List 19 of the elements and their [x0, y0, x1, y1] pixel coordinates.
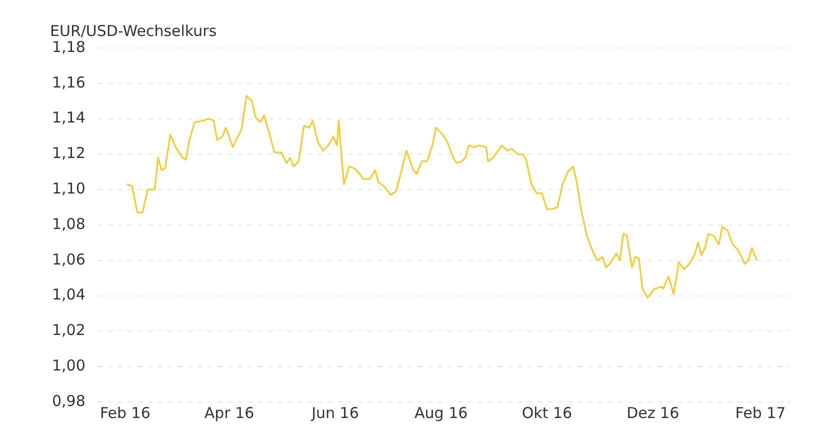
- y-tick-label: 1,00: [52, 356, 86, 374]
- y-tick-label: 1,02: [52, 321, 86, 340]
- x-tick-label: Jun 16: [310, 404, 359, 422]
- y-tick-label: 1,14: [52, 108, 86, 127]
- y-tick-label: 1,04: [52, 286, 86, 304]
- y-tick-label: 1,18: [52, 38, 86, 56]
- y-tick-label: 1,16: [52, 73, 86, 92]
- x-tick-label: Feb 16: [100, 404, 150, 422]
- y-tick-label: 1,06: [52, 250, 86, 268]
- y-tick-label: 0,98: [52, 392, 86, 410]
- x-tick-label: Dez 16: [626, 404, 680, 422]
- x-tick-label: Okt 16: [522, 404, 572, 422]
- y-axis-title: EUR/USD-Wechselkurs: [50, 22, 217, 40]
- x-tick-label: Feb 17: [735, 404, 786, 422]
- y-tick-label: 1,08: [52, 214, 86, 233]
- y-tick-label: 1,12: [52, 144, 86, 162]
- x-tick-label: Apr 16: [204, 404, 254, 422]
- y-tick-label: 1,10: [52, 179, 86, 198]
- x-tick-label: Aug 16: [414, 404, 468, 422]
